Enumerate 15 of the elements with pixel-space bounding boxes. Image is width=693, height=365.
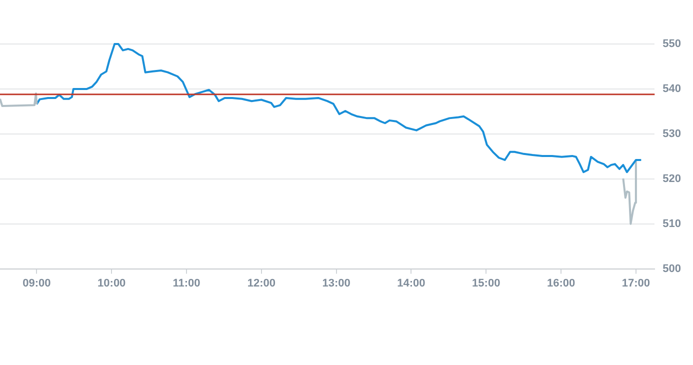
x-tick-label: 11:00 <box>172 277 200 290</box>
x-tick-label: 12:00 <box>247 277 276 290</box>
x-tick-label: 13:00 <box>322 277 350 290</box>
x-tick-label: 15:00 <box>472 277 500 290</box>
y-tick-label: 550 <box>662 38 682 50</box>
x-tick-label: 10:00 <box>98 277 126 290</box>
x-tick-label: 17:00 <box>622 277 650 290</box>
y-tick-label: 500 <box>662 262 682 275</box>
x-tick-label: 09:00 <box>22 277 51 290</box>
y-tick-label: 530 <box>662 128 682 140</box>
y-tick-label: 510 <box>662 218 682 230</box>
x-tick-label: 16:00 <box>546 277 576 290</box>
y-tick-label: 540 <box>662 82 682 95</box>
x-tick-label: 14:00 <box>397 277 426 290</box>
y-tick-label: 520 <box>662 172 682 185</box>
